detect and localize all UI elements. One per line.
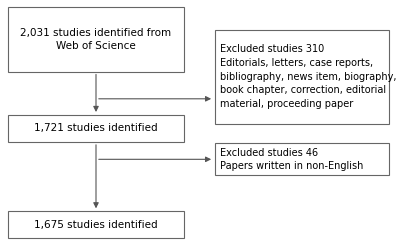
Text: 2,031 studies identified from
Web of Science: 2,031 studies identified from Web of Sci… bbox=[20, 28, 172, 51]
FancyBboxPatch shape bbox=[8, 211, 184, 238]
FancyBboxPatch shape bbox=[8, 7, 184, 72]
FancyBboxPatch shape bbox=[215, 143, 389, 175]
Text: Excluded studies 46
Papers written in non-English: Excluded studies 46 Papers written in no… bbox=[220, 147, 363, 171]
Text: Excluded studies 310
Editorials, letters, case reports,
bibliography, news item,: Excluded studies 310 Editorials, letters… bbox=[220, 44, 396, 109]
Text: 1,721 studies identified: 1,721 studies identified bbox=[34, 124, 158, 133]
Text: 1,675 studies identified: 1,675 studies identified bbox=[34, 220, 158, 230]
FancyBboxPatch shape bbox=[215, 30, 389, 124]
FancyBboxPatch shape bbox=[8, 115, 184, 142]
